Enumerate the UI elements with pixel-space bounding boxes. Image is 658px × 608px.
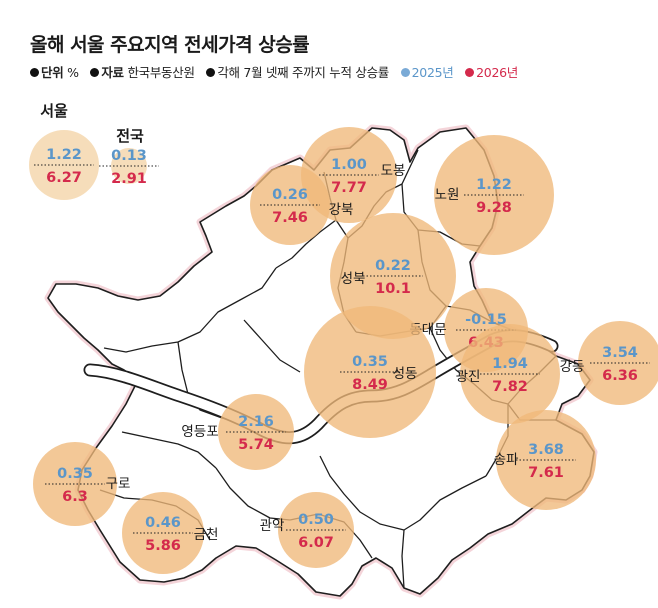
- district-border: [121, 431, 217, 469]
- unit-value: %: [67, 65, 79, 80]
- bubble-circle: [111, 148, 147, 184]
- bullet-icon: [206, 68, 216, 77]
- legend-2026-label: 2026년: [476, 65, 518, 80]
- district-border: [401, 529, 405, 589]
- source-label: 자료: [101, 65, 124, 80]
- value-2025-label: 0.13: [111, 148, 147, 164]
- legend-2025-label: 2025년: [411, 65, 454, 80]
- chart-meta: 단위 % 자료 한국부동산원 각해 7월 넷째 주까지 누적 상승률 2025년…: [30, 62, 518, 81]
- value-2026-label: 10.1: [375, 281, 411, 297]
- unit-label: 단위: [41, 65, 64, 80]
- region-name-label: 관악: [260, 518, 285, 534]
- value-2026-label: 6.07: [298, 535, 334, 551]
- value-2025-label: 0.35: [352, 354, 388, 370]
- value-2025-label: 3.68: [528, 442, 564, 458]
- bubble-영등포: 2.16 5.74 영등포: [181, 394, 294, 470]
- region-name-label: 강동: [560, 359, 585, 375]
- value-2025-label: 2.16: [238, 414, 274, 430]
- value-2026-label: 7.82: [492, 379, 528, 395]
- value-2026-label: 9.28: [476, 200, 512, 216]
- region-name-label: 노원: [435, 187, 460, 203]
- bubble-구로: 0.35 6.3 구로: [33, 442, 130, 526]
- bubble-강동: 3.54 6.36 강동: [560, 321, 658, 405]
- bubble-layer: 1.22 6.27 서울 0.13 2.91 전국 1.00 7.77 도봉 0.26 7.46 강북…: [29, 102, 658, 574]
- district-border: [103, 267, 277, 353]
- value-2025-label: 0.26: [272, 187, 308, 203]
- value-2025-label: 0.50: [298, 512, 334, 528]
- value-2026-label: 5.74: [238, 437, 274, 453]
- legend-2025-swatch: [400, 68, 410, 77]
- bubble-circle: [122, 492, 204, 574]
- note-text: 각해 7월 넷째 주까지 누적 상승률: [217, 65, 389, 80]
- value-2026-label: 5.86: [145, 538, 181, 554]
- region-name-label: 금천: [194, 527, 219, 543]
- value-2026-label: 2.91: [111, 171, 147, 187]
- bubble-circle: [434, 135, 554, 255]
- value-2025-label: 0.46: [145, 515, 181, 531]
- bubble-강북: 0.26 7.46 강북: [250, 165, 353, 245]
- chart-title: 올해 서울 주요지역 전세가격 상승률: [30, 34, 310, 56]
- bubble-관악: 0.50 6.07 관악: [260, 492, 354, 568]
- region-name-label: 성북: [341, 271, 366, 287]
- value-2025-label: 3.54: [602, 345, 638, 361]
- legend-2026-swatch: [465, 68, 475, 77]
- bullet-icon: [30, 68, 39, 77]
- bubble-circle: [496, 410, 596, 510]
- source-value: 한국부동산원: [127, 65, 195, 80]
- region-name-label: 강북: [329, 202, 354, 218]
- bubble-circle: [278, 492, 354, 568]
- value-2026-label: 6.3: [62, 489, 88, 505]
- value-2026-label: 7.61: [528, 465, 564, 481]
- region-name-label: 도봉: [381, 163, 406, 179]
- region-name-label: 구로: [106, 476, 131, 492]
- bubble-노원: 1.22 9.28 노원: [434, 135, 554, 255]
- bubble-circle: [33, 442, 117, 526]
- bubble-전국: 0.13 2.91 전국: [99, 127, 159, 187]
- region-name-label: 영등포: [181, 424, 218, 440]
- district-border: [243, 319, 301, 373]
- district-border: [275, 219, 337, 269]
- district-border: [215, 467, 291, 521]
- bubble-circle: [304, 306, 436, 438]
- bubble-circle: [218, 394, 294, 470]
- region-name-label: 서울: [40, 102, 68, 120]
- region-name-label: 송파: [494, 452, 519, 468]
- bullet-icon: [90, 68, 100, 77]
- region-name-label: 광진: [456, 369, 481, 385]
- value-2025-label: 1.00: [331, 157, 367, 173]
- value-2025-label: 1.22: [46, 147, 82, 163]
- bubble-circle: [460, 324, 560, 424]
- bubble-circle: [250, 165, 330, 245]
- value-2026-label: 6.27: [46, 170, 82, 186]
- value-2025-label: -0.15: [465, 312, 507, 328]
- region-name-label: 성동: [393, 366, 418, 382]
- bubble-송파: 3.68 7.61 송파: [494, 410, 596, 510]
- district-border: [319, 455, 487, 531]
- value-2026-label: 6.36: [602, 368, 638, 384]
- bubble-금천: 0.46 5.86 금천: [122, 492, 218, 574]
- value-2025-label: 0.22: [375, 258, 411, 274]
- bubble-성동: 0.35 8.49 성동: [304, 306, 436, 438]
- value-2026-label: 7.77: [331, 180, 367, 196]
- value-2026-label: 8.49: [352, 377, 388, 393]
- value-2025-label: 0.35: [57, 466, 93, 482]
- value-2025-label: 1.22: [476, 177, 512, 193]
- region-name-label: 전국: [116, 127, 144, 145]
- bubble-광진: 1.94 7.82 광진: [456, 324, 560, 424]
- value-2025-label: 1.94: [492, 356, 528, 372]
- bubble-서울: 1.22 6.27 서울: [29, 102, 99, 200]
- value-2026-label: 7.46: [272, 210, 308, 226]
- bubble-circle: [29, 130, 99, 200]
